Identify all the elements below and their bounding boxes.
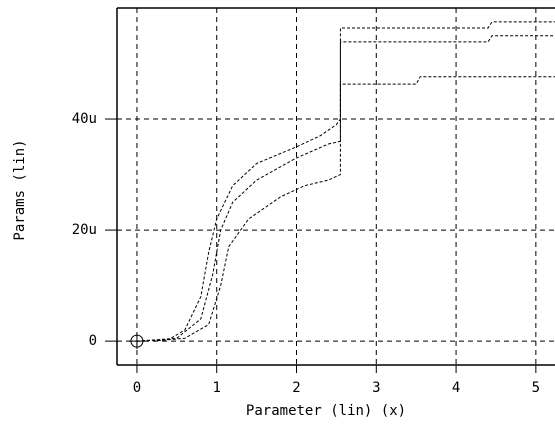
y-axis-label: Params (lin): [12, 139, 28, 240]
y-tick-label: 20u: [72, 222, 97, 238]
x-tick-label: 2: [292, 380, 300, 396]
series-line: [136, 21, 555, 342]
y-tick-label: 0: [89, 333, 97, 349]
series-line: [136, 35, 555, 342]
x-tick-label: 0: [133, 380, 141, 396]
series-line: [152, 76, 555, 342]
y-tick-label: 40u: [72, 111, 97, 127]
x-tick-label: 4: [452, 380, 460, 396]
x-axis-label: Parameter (lin) (x): [246, 403, 406, 419]
x-tick-label: 1: [213, 380, 221, 396]
x-tick-label: 5: [532, 380, 540, 396]
x-tick-label: 3: [372, 380, 380, 396]
